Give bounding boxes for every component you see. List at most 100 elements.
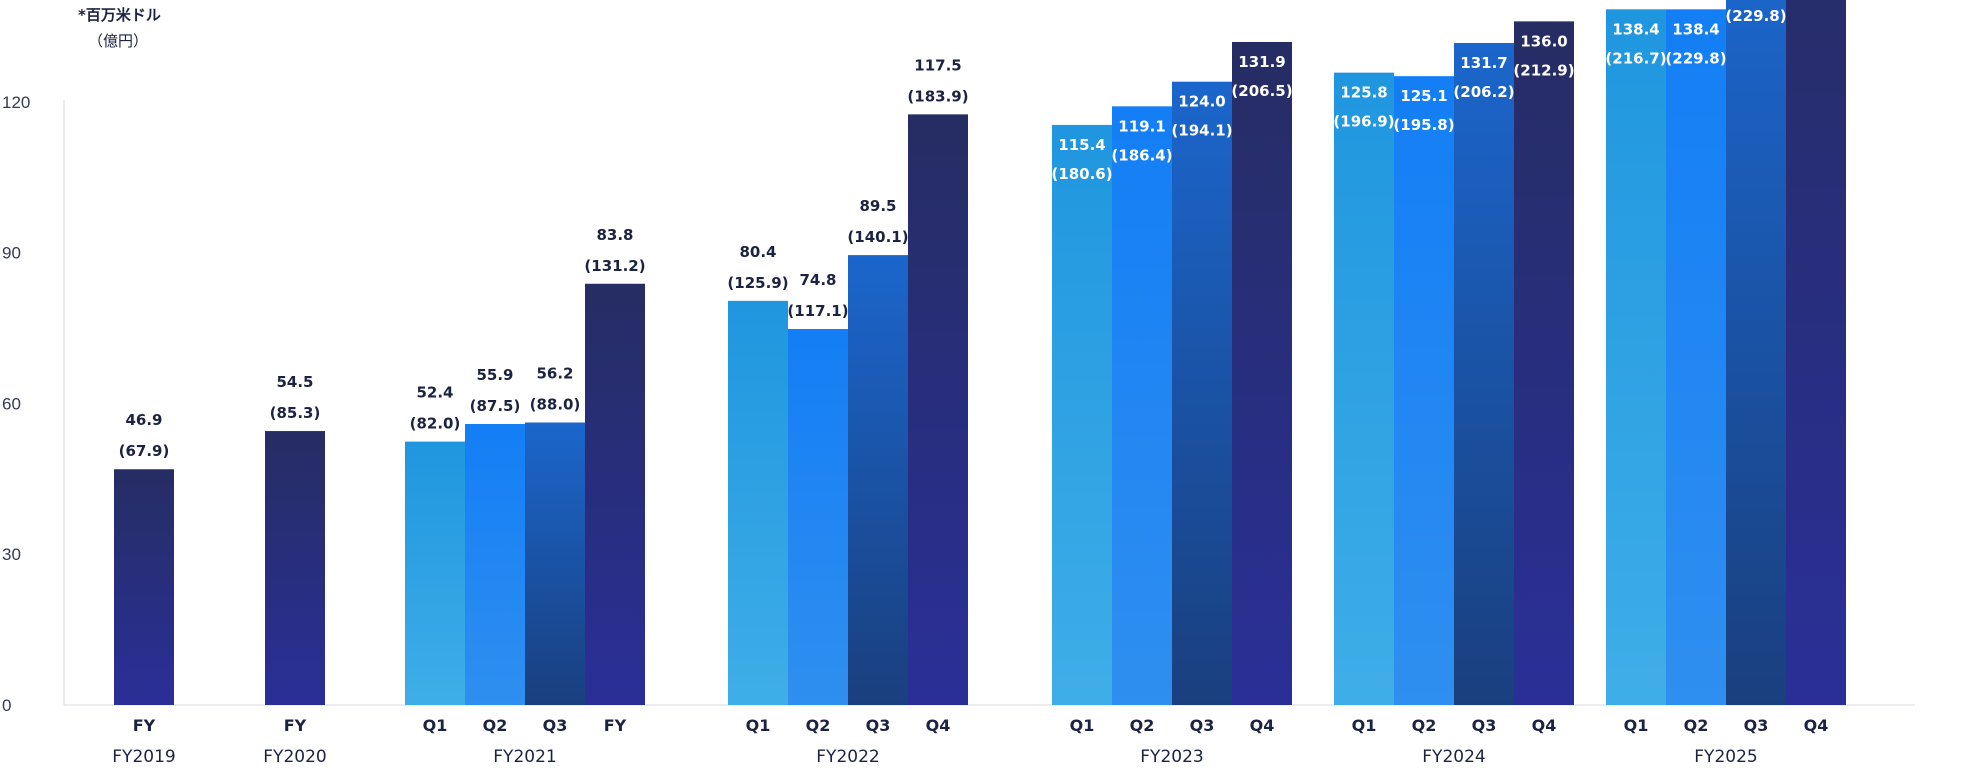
bar-value-label: 52.4 bbox=[416, 384, 453, 402]
unit-note-line2: （億円） bbox=[88, 32, 149, 50]
bar-fy2019-fy bbox=[114, 469, 174, 705]
bar-yen-label: (229.8) bbox=[1725, 7, 1786, 25]
bar-fy2023-q1 bbox=[1052, 124, 1112, 705]
x-category-label: Q4 bbox=[926, 716, 951, 735]
bar-yen-label: (85.3) bbox=[270, 404, 321, 422]
x-group-label: FY2025 bbox=[1694, 747, 1757, 767]
x-category-label: Q1 bbox=[1624, 716, 1649, 735]
x-category-label: Q3 bbox=[866, 716, 891, 735]
y-tick-label: 60 bbox=[2, 394, 21, 413]
bar-value-label: 115.4 bbox=[1058, 136, 1105, 154]
x-category-label: FY bbox=[284, 716, 307, 735]
bar-yen-label: (196.9) bbox=[1333, 113, 1394, 131]
bar-fy2022-q1 bbox=[728, 300, 788, 705]
x-category-label: Q1 bbox=[746, 716, 771, 735]
bar-value-label: 56.2 bbox=[536, 365, 573, 383]
x-group-label: FY2023 bbox=[1140, 747, 1203, 767]
bar-yen-label: (67.9) bbox=[119, 442, 170, 460]
bar-yen-label: (206.5) bbox=[1231, 82, 1292, 100]
unit-note-line1: *百万米ドル bbox=[78, 6, 161, 24]
bar-fy2025-q4 bbox=[1786, 0, 1846, 705]
bar-value-label: 124.0 bbox=[1178, 93, 1225, 111]
bar-fy2021-fy bbox=[585, 283, 645, 705]
bar-yen-label: (131.2) bbox=[584, 257, 645, 275]
bar-yen-label: (88.0) bbox=[530, 396, 581, 414]
x-category-label: Q4 bbox=[1532, 716, 1557, 735]
bar-value-label: 131.9 bbox=[1238, 53, 1285, 71]
bar-fy2025-q1 bbox=[1606, 9, 1666, 706]
x-category-label: Q2 bbox=[1412, 716, 1437, 735]
bar-yen-label: (206.2) bbox=[1453, 83, 1514, 101]
x-category-label: Q3 bbox=[543, 716, 568, 735]
bar-value-label: 125.1 bbox=[1400, 87, 1447, 105]
bar-fy2025-q2 bbox=[1666, 9, 1726, 706]
y-tick-label: 120 bbox=[2, 93, 30, 112]
x-category-label: Q1 bbox=[1352, 716, 1377, 735]
bar-value-label: 83.8 bbox=[596, 226, 633, 244]
bar-fy2021-q1 bbox=[405, 441, 465, 705]
bar-yen-label: (194.1) bbox=[1171, 122, 1232, 140]
bar-yen-label: (195.8) bbox=[1393, 116, 1454, 134]
x-category-label: Q3 bbox=[1744, 716, 1769, 735]
bar-yen-label: (186.4) bbox=[1111, 146, 1172, 164]
bar-yen-label: (180.6) bbox=[1051, 165, 1112, 183]
bar-yen-label: (183.9) bbox=[907, 87, 968, 105]
x-category-label: Q1 bbox=[423, 716, 448, 735]
bar-value-label: 74.8 bbox=[799, 271, 836, 289]
bar-yen-label: (140.1) bbox=[847, 228, 908, 246]
bar-fy2021-q3 bbox=[525, 422, 585, 705]
bar-yen-label: (82.0) bbox=[410, 415, 461, 433]
bar-value-label: 136.0 bbox=[1520, 32, 1567, 50]
bar-yen-label: (117.1) bbox=[787, 302, 848, 320]
bar-value-label: 125.8 bbox=[1340, 84, 1387, 102]
bar-yen-label: (125.9) bbox=[727, 274, 788, 292]
unit-note: *百万米ドル （億円） bbox=[78, 2, 161, 54]
bar-fy2025-q3 bbox=[1726, 0, 1786, 706]
y-tick-label: 0 bbox=[2, 696, 11, 715]
x-group-label: FY2022 bbox=[816, 747, 879, 767]
bar-fy2020-fy bbox=[265, 431, 325, 705]
bar-fy2023-q3 bbox=[1172, 81, 1232, 705]
bar-fy2024-q3 bbox=[1454, 42, 1514, 706]
bar-fy2024-q1 bbox=[1334, 72, 1394, 706]
bar-fy2024-q4 bbox=[1514, 21, 1574, 705]
bar-yen-label: (229.8) bbox=[1665, 49, 1726, 67]
bar-fy2024-q2 bbox=[1394, 76, 1454, 705]
x-category-label: Q3 bbox=[1190, 716, 1215, 735]
bar-value-label: 46.9 bbox=[125, 411, 162, 429]
x-category-label: Q2 bbox=[483, 716, 508, 735]
y-tick-label: 30 bbox=[2, 545, 21, 564]
x-category-label: Q1 bbox=[1070, 716, 1095, 735]
bar-fy2023-q2 bbox=[1112, 106, 1172, 706]
x-group-label: FY2019 bbox=[112, 747, 175, 767]
bar-value-label: 55.9 bbox=[476, 366, 513, 384]
x-category-label: Q4 bbox=[1250, 716, 1275, 735]
bar-yen-label: (216.7) bbox=[1605, 49, 1666, 67]
bar-fy2021-q2 bbox=[465, 424, 525, 705]
bar-fy2022-q4 bbox=[908, 114, 968, 705]
y-tick-label: 90 bbox=[2, 244, 21, 263]
x-category-label: Q2 bbox=[806, 716, 831, 735]
x-category-label: FY bbox=[133, 716, 156, 735]
bar-value-label: 131.7 bbox=[1460, 54, 1507, 72]
bar-value-label: 89.5 bbox=[859, 197, 896, 215]
x-category-label: Q2 bbox=[1684, 716, 1709, 735]
x-group-label: FY2021 bbox=[493, 747, 556, 767]
x-category-label: Q3 bbox=[1472, 716, 1497, 735]
bar-value-label: 138.4 bbox=[1672, 20, 1719, 38]
x-category-label: Q2 bbox=[1130, 716, 1155, 735]
x-category-label: FY bbox=[604, 716, 627, 735]
bar-fy2022-q2 bbox=[788, 329, 848, 705]
x-group-label: FY2020 bbox=[263, 747, 326, 767]
bar-value-label: 117.5 bbox=[914, 56, 961, 74]
bar-fy2022-q3 bbox=[848, 255, 908, 705]
x-category-label: Q4 bbox=[1804, 716, 1829, 735]
bar-value-label: 80.4 bbox=[739, 243, 776, 261]
bar-value-label: 54.5 bbox=[276, 373, 313, 391]
x-group-label: FY2024 bbox=[1422, 747, 1485, 767]
bar-yen-label: (212.9) bbox=[1513, 61, 1574, 79]
bar-yen-label: (87.5) bbox=[470, 397, 521, 415]
bar-value-label: 138.4 bbox=[1612, 20, 1659, 38]
bar-value-label: 119.1 bbox=[1118, 117, 1165, 135]
